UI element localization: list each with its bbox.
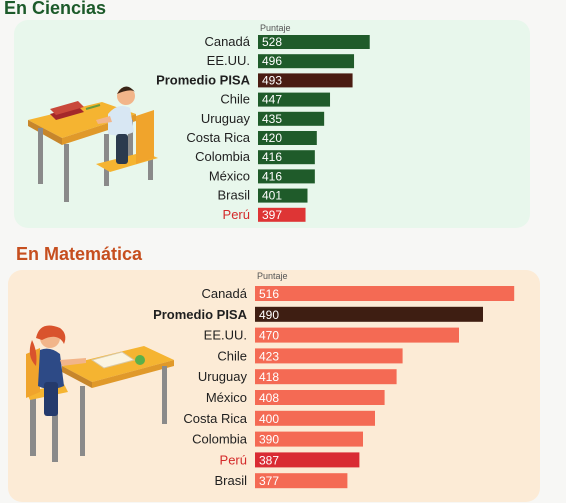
math-bar-ee-uu	[255, 327, 459, 343]
math-value-header: Puntaje	[257, 271, 288, 281]
student-girl-illustration	[26, 325, 174, 462]
science-value-chile: 447	[262, 93, 282, 107]
math-title: En Matemática	[16, 244, 143, 264]
science-bar-ee-uu	[258, 54, 355, 69]
math-value-peru: 387	[259, 453, 279, 467]
math-bar-uruguay	[255, 369, 397, 385]
math-value-chile: 423	[259, 349, 279, 363]
science-label-canada: Canadá	[204, 34, 250, 49]
math-bar-costa-rica	[255, 410, 375, 426]
math-label-mexico: México	[206, 390, 247, 405]
math-value-mexico: 408	[259, 391, 279, 405]
science-label-ee-uu: EE.UU.	[207, 53, 250, 68]
math-bar-mexico	[255, 390, 385, 405]
math-label-promedio-pisa: Promedio PISA	[153, 307, 248, 322]
math-label-canada: Canadá	[201, 286, 247, 301]
science-bar-chile	[258, 92, 331, 107]
math-bar-brasil	[255, 473, 348, 489]
science-label-chile: Chile	[220, 92, 250, 107]
science-bar-peru	[258, 207, 306, 222]
math-value-costa-rica: 400	[259, 412, 279, 426]
science-value-peru: 397	[262, 208, 282, 222]
science-value-header: Puntaje	[260, 23, 291, 33]
math-label-ee-uu: EE.UU.	[204, 328, 247, 343]
science-label-promedio-pisa: Promedio PISA	[156, 72, 251, 87]
science-value-canada: 528	[262, 35, 282, 49]
science-bar-promedio-pisa	[258, 73, 353, 88]
science-bar-brasil	[258, 188, 308, 203]
science-bar-mexico	[258, 169, 315, 184]
science-value-promedio-pisa: 493	[262, 73, 282, 87]
science-value-mexico: 416	[262, 169, 282, 183]
math-label-uruguay: Uruguay	[198, 369, 248, 384]
science-value-colombia: 416	[262, 150, 282, 164]
math-bar-promedio-pisa	[255, 306, 483, 322]
math-value-promedio-pisa: 490	[259, 308, 279, 322]
math-bar-colombia	[255, 431, 363, 447]
math-value-brasil: 377	[259, 474, 279, 488]
science-title: En Ciencias	[4, 0, 107, 18]
science-value-uruguay: 435	[262, 112, 282, 126]
science-value-ee-uu: 496	[262, 54, 282, 68]
math-bar-canada	[255, 286, 515, 301]
math-value-ee-uu: 470	[259, 329, 279, 343]
science-label-brasil: Brasil	[217, 188, 250, 203]
science-label-peru: Perú	[223, 207, 250, 222]
math-label-chile: Chile	[217, 348, 247, 363]
science-bar-costa-rica	[258, 131, 317, 145]
math-label-brasil: Brasil	[214, 473, 247, 488]
science-bar-uruguay	[258, 111, 325, 126]
math-value-canada: 516	[259, 287, 279, 301]
science-label-uruguay: Uruguay	[201, 111, 251, 126]
math-bar-chile	[255, 348, 403, 364]
math-value-uruguay: 418	[259, 370, 279, 384]
math-label-colombia: Colombia	[192, 432, 248, 447]
math-bar-peru	[255, 452, 360, 468]
science-label-mexico: México	[209, 168, 250, 183]
science-value-brasil: 401	[262, 189, 282, 203]
student-boy-illustration	[28, 86, 158, 202]
science-bar-colombia	[258, 150, 315, 165]
science-label-colombia: Colombia	[195, 149, 251, 164]
math-label-peru: Perú	[220, 452, 247, 467]
math-value-colombia: 390	[259, 433, 279, 447]
science-bar-canada	[258, 35, 370, 49]
science-value-costa-rica: 420	[262, 131, 282, 145]
math-label-costa-rica: Costa Rica	[183, 411, 247, 426]
science-label-costa-rica: Costa Rica	[186, 130, 250, 145]
